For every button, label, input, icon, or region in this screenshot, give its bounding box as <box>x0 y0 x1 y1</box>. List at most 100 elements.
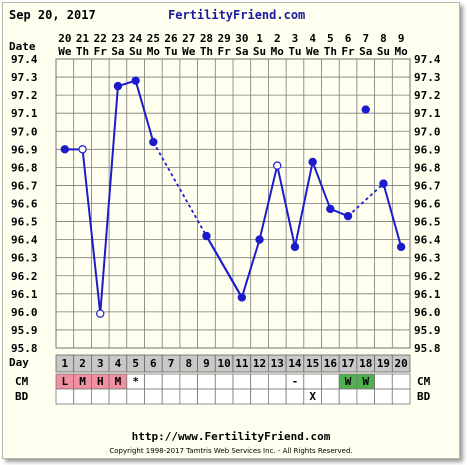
date-label: 27 <box>182 32 195 45</box>
y-tick-label-right: 97.2 <box>414 89 441 102</box>
y-tick-label-left: 95.8 <box>11 342 38 355</box>
bd-cell <box>126 388 145 405</box>
weekday-label: We <box>58 45 72 58</box>
temp-point <box>60 145 70 154</box>
cm-cell <box>161 373 181 390</box>
weekday-label: Sa <box>111 45 124 58</box>
day-number: 19 <box>377 357 390 370</box>
date-label: 21 <box>76 32 90 45</box>
date-label: 22 <box>94 32 107 45</box>
y-tick-label-left: 97.3 <box>11 71 38 84</box>
y-tick-label-right: 96.7 <box>414 179 441 192</box>
day-number: 1 <box>62 357 69 370</box>
site-title: FertilityFriend.com <box>168 8 305 22</box>
weekday-label: Th <box>76 45 89 58</box>
bd-cell <box>391 388 411 405</box>
day-number: 12 <box>253 357 266 370</box>
day-number: 5 <box>132 357 139 370</box>
y-tick-label-left: 96.2 <box>11 270 38 283</box>
day-number: 9 <box>203 357 210 370</box>
temp-point <box>379 179 388 188</box>
temp-line <box>382 183 403 248</box>
bd-row-label-left: BD <box>15 390 29 403</box>
y-tick-label-right: 96.8 <box>414 161 441 174</box>
date-label: 7 <box>362 32 369 45</box>
day-number: 15 <box>306 357 319 370</box>
weekday-label: Mo <box>147 45 161 58</box>
y-tick-label-left: 95.9 <box>11 324 38 337</box>
temp-line-dashed <box>347 182 385 217</box>
bd-cell <box>91 388 110 405</box>
y-tick-label-left: 96.0 <box>11 306 38 319</box>
bd-cell <box>144 388 163 405</box>
chart-grid <box>55 58 411 349</box>
y-tick-label-right: 96.1 <box>414 288 441 301</box>
y-tick-label-left: 97.4 <box>11 53 38 66</box>
y-tick-label-right: 96.5 <box>414 216 441 229</box>
temp-point <box>326 204 335 214</box>
date-label: 29 <box>218 32 231 45</box>
cm-cell <box>144 373 163 390</box>
cm-value: L <box>62 375 69 388</box>
temp-point <box>131 76 140 85</box>
y-tick-label-left: 96.5 <box>11 216 38 229</box>
cm-cell <box>321 373 340 390</box>
bd-cell <box>267 388 287 405</box>
bd-cell <box>214 388 234 405</box>
chart-frame: Sep 20, 2017 FertilityFriend.com Date Da… <box>2 2 460 459</box>
weekday-label: Tu <box>164 45 177 58</box>
date-label: 20 <box>58 32 71 45</box>
y-tick-label-right: 97.0 <box>414 125 441 138</box>
cm-value: W <box>362 375 369 388</box>
cm-cell <box>374 373 393 390</box>
day-cm-bd-rows: 1 2 3 4 5 6 7 8 9 10 11 12 13 14 15 16 17 18 19 20L M H M * - W WX <box>55 354 411 405</box>
y-tick-label-left: 97.1 <box>11 107 38 120</box>
temp-line <box>205 235 243 298</box>
cm-row-label-right: CM <box>417 375 431 388</box>
temp-point <box>396 242 406 252</box>
y-tick-label-right: 97.1 <box>414 107 441 120</box>
y-tick-label-right: 95.8 <box>414 342 441 355</box>
date-label: 9 <box>398 32 405 45</box>
y-tick-label-left: 97.0 <box>11 125 38 138</box>
day-number: 17 <box>341 357 354 370</box>
day-number: 20 <box>395 357 408 370</box>
bd-cell <box>161 388 181 405</box>
weekday-label: Fr <box>341 45 355 58</box>
bd-cell <box>338 388 358 405</box>
bd-cell <box>197 388 216 405</box>
day-number: 6 <box>150 357 157 370</box>
y-tick-label-left: 97.2 <box>11 89 38 102</box>
temp-point <box>290 242 300 252</box>
date-label: 8 <box>380 32 387 45</box>
bbt-chart: Sep 20, 2017 FertilityFriend.com Date Da… <box>9 8 441 455</box>
cm-value: * <box>132 375 139 388</box>
cm-cell <box>267 373 287 390</box>
date-label: 1 <box>256 32 263 45</box>
bd-value: X <box>309 390 316 403</box>
y-tick-label-right: 95.9 <box>414 324 441 337</box>
cm-cell <box>197 373 216 390</box>
date-row-label: Date <box>9 40 36 53</box>
weekday-label: Th <box>324 45 337 58</box>
y-tick-label-right: 96.2 <box>414 270 441 283</box>
y-tick-label-right: 96.9 <box>414 143 441 156</box>
weekday-label: Fr <box>218 45 232 58</box>
y-tick-label-right: 97.4 <box>414 53 441 66</box>
temp-point <box>237 293 247 302</box>
day-number: 16 <box>324 357 338 370</box>
y-tick-label-left: 96.4 <box>11 234 38 247</box>
cm-value: W <box>345 375 352 388</box>
cm-value: M <box>79 375 86 388</box>
weekday-label: Su <box>377 45 390 58</box>
y-tick-label-right: 96.4 <box>414 234 441 247</box>
date-label: 3 <box>292 32 299 45</box>
temp-point <box>308 157 317 167</box>
weekday-label: Su <box>129 45 142 58</box>
y-tick-label-left: 96.1 <box>11 288 38 301</box>
bd-row-label-right: BD <box>417 390 431 403</box>
bd-cell <box>179 388 198 405</box>
bd-cell <box>55 388 75 405</box>
cm-value: - <box>292 375 299 388</box>
